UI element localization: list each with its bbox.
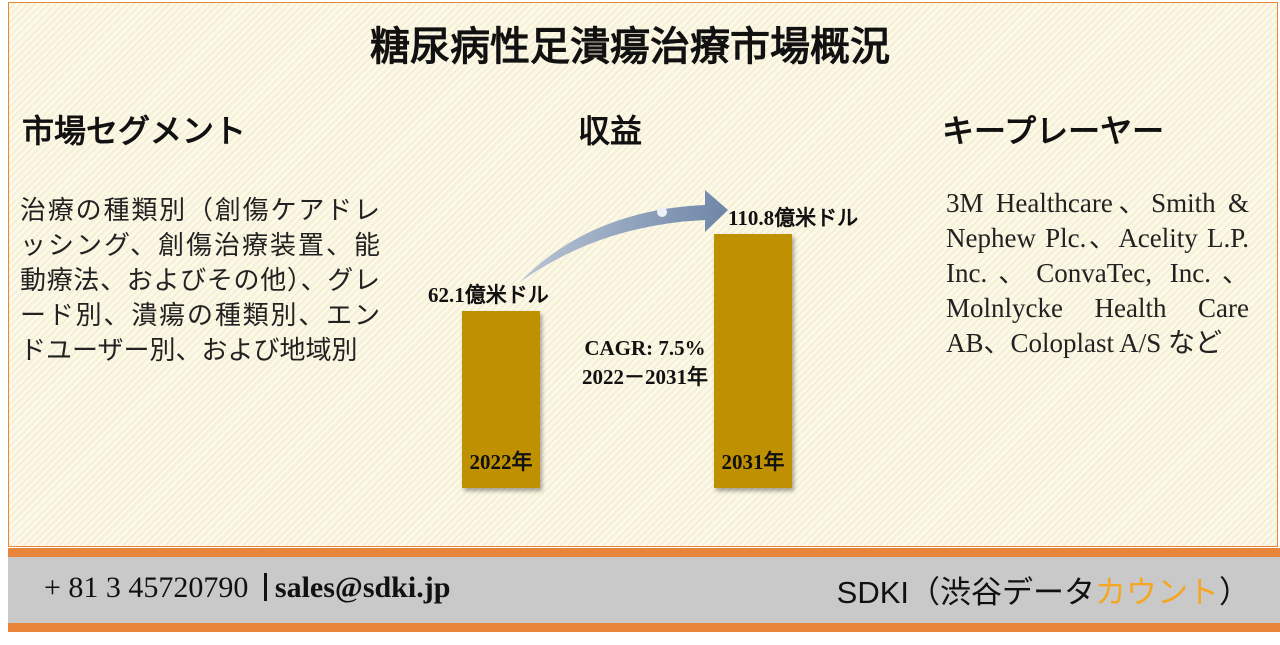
value-label: 110.8億米ドル bbox=[728, 206, 859, 231]
annotation: CAGR: 7.5% bbox=[584, 336, 706, 360]
players-heading: キープレーヤー bbox=[942, 113, 1165, 149]
footer: + 81 3 45720790 sales@sdki.jp SDKI（渋谷データ… bbox=[8, 548, 1280, 632]
category-label: 2031年 bbox=[721, 450, 785, 474]
panel bbox=[8, 2, 1278, 547]
title: 糖尿病性足潰瘍治療市場概況 bbox=[370, 24, 890, 69]
players-text: 3M Healthcare、Smith & Nephew Plc.、Acelit… bbox=[946, 188, 1249, 358]
brand-highlight: カウント bbox=[1095, 575, 1219, 610]
value-label: 62.1億米ドル bbox=[428, 283, 549, 308]
cagr: CAGR: 7.5% 2022－2031年 bbox=[560, 334, 730, 392]
contact: + 81 3 45720790 sales@sdki.jp bbox=[44, 571, 450, 605]
bar bbox=[462, 311, 540, 488]
category-label: 2022年 bbox=[469, 450, 533, 474]
phone: + 81 3 45720790 bbox=[44, 571, 249, 604]
arrow-dot bbox=[657, 207, 667, 217]
segments-text: 治療の種類別（創傷ケアドレッシング、創傷治療装置、能動療法、およびその他）、グレ… bbox=[20, 196, 380, 365]
brand: SDKI（渋谷データカウント） bbox=[837, 567, 1250, 612]
segments-heading: 市場セグメント bbox=[22, 113, 247, 149]
separator bbox=[263, 573, 267, 601]
brand-text: SDKI（渋谷データ bbox=[836, 575, 1095, 610]
bar bbox=[714, 234, 792, 488]
brand-end: ） bbox=[1219, 575, 1250, 610]
annotation: 2022－2031年 bbox=[582, 365, 708, 389]
email: sales@sdki.jp bbox=[274, 571, 451, 604]
chart-title: 収益 bbox=[578, 113, 643, 149]
growth-arrow bbox=[520, 190, 728, 282]
